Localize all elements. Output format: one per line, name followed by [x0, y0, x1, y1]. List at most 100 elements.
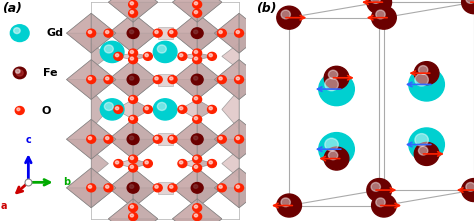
Polygon shape [109, 0, 158, 2]
Circle shape [193, 204, 201, 212]
Circle shape [114, 160, 123, 168]
Circle shape [10, 25, 29, 42]
Circle shape [194, 57, 198, 60]
Polygon shape [66, 168, 116, 188]
Circle shape [153, 41, 177, 63]
Polygon shape [109, 168, 158, 188]
Polygon shape [180, 159, 197, 168]
Circle shape [194, 11, 198, 14]
Circle shape [128, 164, 137, 172]
Circle shape [193, 9, 201, 17]
Polygon shape [214, 33, 264, 53]
Circle shape [372, 6, 396, 29]
Circle shape [180, 161, 183, 164]
Circle shape [367, 0, 392, 14]
Text: (b): (b) [256, 2, 276, 15]
Polygon shape [66, 13, 91, 53]
Polygon shape [197, 13, 222, 53]
Polygon shape [222, 90, 239, 129]
Polygon shape [173, 13, 222, 33]
Circle shape [100, 99, 124, 120]
Polygon shape [197, 53, 214, 60]
Circle shape [236, 185, 239, 188]
Circle shape [194, 76, 198, 80]
Circle shape [145, 161, 148, 164]
Polygon shape [133, 199, 158, 221]
Circle shape [194, 205, 198, 208]
Polygon shape [109, 119, 133, 159]
Polygon shape [109, 60, 158, 80]
Polygon shape [173, 60, 197, 99]
Polygon shape [173, 33, 222, 53]
Polygon shape [66, 80, 116, 99]
Polygon shape [158, 74, 173, 86]
Circle shape [168, 29, 177, 37]
Circle shape [419, 66, 428, 74]
Polygon shape [109, 0, 133, 22]
Circle shape [104, 184, 113, 192]
Circle shape [419, 146, 428, 155]
Circle shape [130, 165, 134, 168]
Circle shape [218, 184, 226, 192]
Text: Gd: Gd [46, 28, 64, 38]
Circle shape [145, 107, 148, 110]
Circle shape [191, 74, 203, 85]
Circle shape [145, 54, 148, 57]
Circle shape [100, 41, 124, 63]
Circle shape [414, 142, 439, 165]
Polygon shape [66, 168, 91, 208]
Polygon shape [197, 159, 214, 168]
Circle shape [194, 50, 198, 53]
Polygon shape [173, 0, 222, 2]
Circle shape [328, 151, 338, 160]
Circle shape [219, 137, 222, 140]
Circle shape [153, 135, 162, 143]
Polygon shape [133, 60, 158, 99]
Polygon shape [214, 13, 264, 33]
Circle shape [466, 0, 474, 3]
Polygon shape [214, 60, 264, 80]
Circle shape [371, 0, 381, 3]
Circle shape [208, 52, 217, 60]
Circle shape [87, 184, 96, 192]
Circle shape [104, 29, 113, 37]
Polygon shape [91, 119, 116, 159]
Circle shape [128, 213, 137, 221]
Polygon shape [173, 168, 197, 208]
Circle shape [127, 134, 139, 145]
Circle shape [17, 108, 20, 111]
Circle shape [193, 213, 201, 221]
Polygon shape [109, 13, 158, 33]
Polygon shape [91, 90, 109, 129]
Polygon shape [173, 80, 222, 99]
Polygon shape [133, 53, 150, 60]
Polygon shape [180, 53, 197, 60]
Circle shape [130, 57, 134, 60]
Circle shape [170, 77, 173, 80]
Circle shape [144, 105, 152, 113]
Circle shape [106, 77, 109, 80]
Circle shape [129, 76, 134, 80]
Circle shape [130, 156, 134, 160]
Polygon shape [173, 168, 222, 188]
Circle shape [128, 95, 137, 103]
Circle shape [193, 164, 201, 172]
Polygon shape [197, 0, 222, 22]
Polygon shape [239, 60, 264, 99]
Circle shape [157, 102, 166, 110]
Circle shape [129, 185, 134, 188]
Circle shape [194, 214, 198, 217]
Circle shape [219, 185, 222, 188]
Circle shape [178, 52, 187, 60]
Circle shape [16, 70, 23, 76]
Polygon shape [173, 0, 197, 22]
Circle shape [208, 105, 217, 113]
Polygon shape [91, 168, 116, 208]
Circle shape [128, 49, 137, 57]
Polygon shape [173, 219, 222, 221]
Circle shape [236, 77, 239, 80]
Circle shape [153, 76, 162, 84]
Circle shape [168, 135, 177, 143]
Polygon shape [66, 119, 116, 139]
Circle shape [13, 67, 26, 79]
